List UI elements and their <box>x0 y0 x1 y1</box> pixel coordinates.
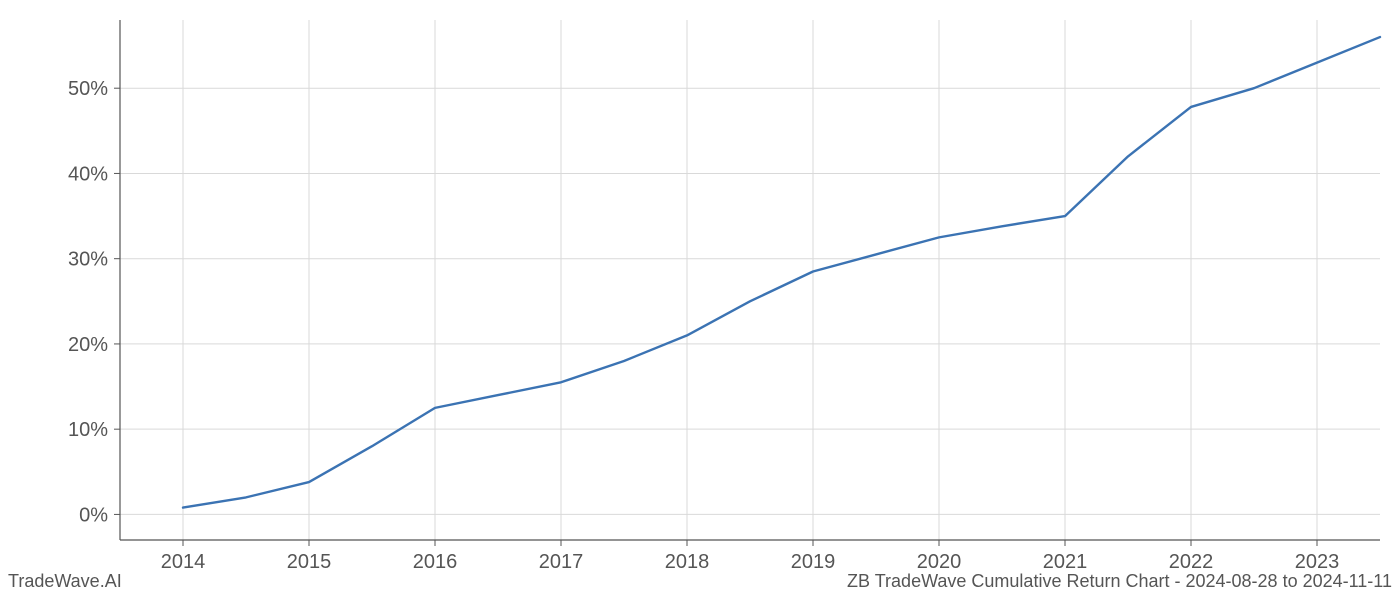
y-tick-label: 10% <box>68 419 108 441</box>
chart-container: 2014 2015 2016 2017 2018 2019 2020 2021 2022 2023… <box>0 0 1400 600</box>
x-tick-label: 2020 <box>917 551 962 573</box>
data-line <box>183 37 1380 508</box>
footer-caption: ZB TradeWave Cumulative Return Chart - 2… <box>847 571 1392 592</box>
y-tick-label: 0% <box>79 504 108 526</box>
y-tick-label: 40% <box>68 163 108 185</box>
y-tick-label: 50% <box>68 78 108 100</box>
y-tick-label: 20% <box>68 334 108 356</box>
x-tick-label: 2022 <box>1169 551 1214 573</box>
x-tick-label: 2021 <box>1043 551 1088 573</box>
footer-brand: TradeWave.AI <box>8 571 122 592</box>
x-tick-label: 2019 <box>791 551 836 573</box>
y-tick-label: 30% <box>68 249 108 271</box>
x-tick-label: 2017 <box>539 551 584 573</box>
x-tick-label: 2014 <box>161 551 206 573</box>
cumulative-return-line-chart: 2014 2015 2016 2017 2018 2019 2020 2021 2022 2023… <box>0 0 1400 600</box>
x-tick-label: 2018 <box>665 551 710 573</box>
x-tick-label: 2015 <box>287 551 332 573</box>
x-tick-label: 2023 <box>1295 551 1340 573</box>
x-tick-label: 2016 <box>413 551 458 573</box>
